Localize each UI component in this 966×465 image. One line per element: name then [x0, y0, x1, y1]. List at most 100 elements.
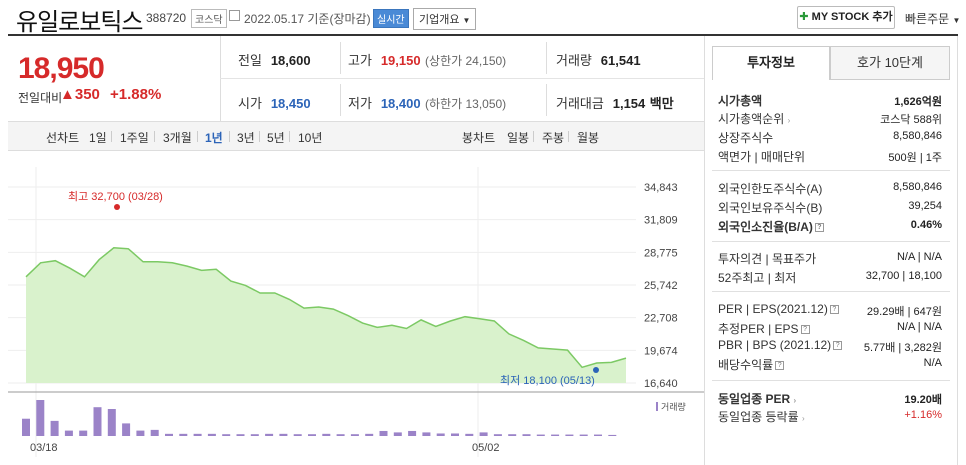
- period-1w[interactable]: 1주일: [120, 131, 149, 145]
- volume-bar: [608, 434, 617, 436]
- y-tick-label: 31,809: [644, 215, 678, 227]
- volume-bar: [350, 434, 359, 436]
- volume-value: 61,541: [600, 53, 641, 68]
- volume-bar: [579, 434, 588, 436]
- change-label: 전일대비: [18, 91, 63, 105]
- chevron-down-icon: ▼: [952, 16, 961, 25]
- volume-bar: [536, 434, 545, 436]
- week52-label: 52주최고 | 최저: [718, 271, 797, 285]
- separator: [568, 131, 569, 142]
- foreign-limit-label: 외국인한도주식수(A): [718, 182, 823, 196]
- amount-unit: 백만: [649, 96, 674, 111]
- per-row: PER | EPS(2021.12)?: [718, 302, 839, 316]
- high-price: 고가 19,150 (상한가 24,150): [348, 50, 506, 70]
- week52-value: 32,700 | 18,100: [865, 270, 942, 282]
- quick-order-link[interactable]: 빠른주문 ▼: [905, 10, 960, 27]
- chevron-right-icon: ›: [801, 414, 805, 423]
- open-label: 시가: [238, 96, 262, 111]
- help-icon[interactable]: ?: [814, 223, 824, 233]
- volume-legend: 거래량: [661, 401, 686, 412]
- volume: 거래량 61,541: [556, 50, 641, 70]
- period-1y[interactable]: 1년: [205, 131, 223, 145]
- volume-bar: [22, 418, 30, 436]
- shares-label: 상장주식수: [718, 131, 774, 145]
- y-axis-ticks: 34,843 31,809 28,775 25,742 22,708 19,674 16,6…: [644, 182, 678, 390]
- dividend-value: N/A: [923, 357, 942, 369]
- cap-rank-value: 코스닥 588위: [880, 114, 942, 126]
- chevron-right-icon: ›: [787, 116, 791, 125]
- quick-order-label: 빠른주문: [905, 12, 950, 26]
- volume-bar: [422, 432, 431, 436]
- est-per-label: 추정PER | EPS: [718, 322, 799, 336]
- prev-label: 전일: [238, 53, 262, 68]
- help-icon[interactable]: ?: [833, 341, 843, 351]
- cap-rank-link[interactable]: 시가총액순위 ›: [718, 110, 790, 127]
- help-icon[interactable]: ?: [829, 305, 839, 315]
- tab-investment-info[interactable]: 투자정보: [712, 46, 830, 80]
- divider: [712, 380, 950, 381]
- stock-code: 388720: [146, 11, 187, 25]
- divider: [340, 84, 341, 116]
- shares-value: 8,580,846: [893, 130, 942, 142]
- company-info-dropdown[interactable]: 기업개요 ▼: [413, 8, 477, 30]
- volume-legend-swatch: [656, 402, 658, 411]
- divider: [712, 241, 950, 242]
- volume-bar: [594, 434, 602, 436]
- chevron-right-icon: ›: [793, 396, 797, 405]
- low-marker: [593, 367, 599, 373]
- volume-bars: [22, 400, 617, 436]
- volume-bar: [265, 433, 274, 436]
- trade-amount: 거래대금 1,154 백만: [556, 93, 674, 113]
- help-icon[interactable]: ?: [775, 361, 785, 371]
- sector-per-value: 19.20배: [904, 394, 942, 406]
- add-mystock-button[interactable]: ✚ MY STOCK 추가: [797, 6, 895, 29]
- sector-change-link[interactable]: 동일업종 등락률 ›: [718, 408, 805, 425]
- realtime-button[interactable]: 실시간: [373, 9, 409, 28]
- volume-bar: [150, 429, 159, 436]
- x-tick-label: 03/18: [30, 442, 58, 454]
- separator: [289, 131, 290, 142]
- calendar-icon: [229, 10, 240, 21]
- volume-bar: [93, 407, 102, 436]
- volume-bar: [508, 434, 517, 436]
- period-10y[interactable]: 10년: [298, 131, 323, 145]
- foreign-ratio-label: 외국인소진율(B/A): [718, 220, 813, 234]
- sector-per-link[interactable]: 동일업종 PER ›: [718, 390, 796, 407]
- volume-bar: [293, 434, 302, 436]
- separator: [259, 131, 260, 142]
- dividend-label: 배당수익률: [718, 358, 774, 372]
- up-arrow-icon: ▲: [60, 86, 75, 103]
- low-price: 저가 18,400 (하한가 13,050): [348, 93, 506, 113]
- candle-weekly[interactable]: 주봉: [542, 131, 565, 145]
- divider: [546, 84, 547, 116]
- candle-daily[interactable]: 일봉: [507, 131, 530, 145]
- volume-bar: [79, 430, 88, 436]
- volume-bar: [107, 409, 116, 436]
- low-label: 저가: [348, 96, 372, 111]
- foreign-hold-value: 39,254: [908, 200, 942, 212]
- volume-bar: [522, 434, 531, 436]
- stock-name: 유일로보틱스: [16, 9, 143, 36]
- change-amount-value: 350: [74, 86, 100, 103]
- price-chart: 34,843 31,809 28,775 25,742 22,708 19,674 16,6…: [8, 167, 704, 457]
- separator: [533, 131, 534, 142]
- foreign-ratio-value: 0.46%: [910, 219, 942, 231]
- separator: [154, 131, 155, 142]
- change-percent: +1.88%: [110, 86, 162, 103]
- period-3y[interactable]: 3년: [237, 131, 255, 145]
- plus-icon: ✚: [799, 11, 809, 23]
- base-date: 2022.05.17 기준(장마감): [244, 12, 371, 26]
- open-price: 시가 18,450: [238, 93, 311, 113]
- sector-per-label: 동일업종 PER: [718, 392, 791, 406]
- period-3m[interactable]: 3개월: [163, 131, 192, 145]
- period-1d[interactable]: 1일: [89, 131, 107, 145]
- volume-bar: [365, 433, 374, 436]
- tab-orderbook[interactable]: 호가 10단계: [830, 46, 950, 80]
- divider: [712, 170, 950, 171]
- market-cap-value: 1,626억원: [894, 96, 942, 108]
- volume-bar: [179, 433, 188, 436]
- candle-monthly[interactable]: 월봉: [577, 131, 600, 145]
- pbr-value: 5.77배 | 3,282원: [863, 342, 942, 354]
- help-icon[interactable]: ?: [800, 325, 810, 335]
- period-5y[interactable]: 5년: [267, 131, 285, 145]
